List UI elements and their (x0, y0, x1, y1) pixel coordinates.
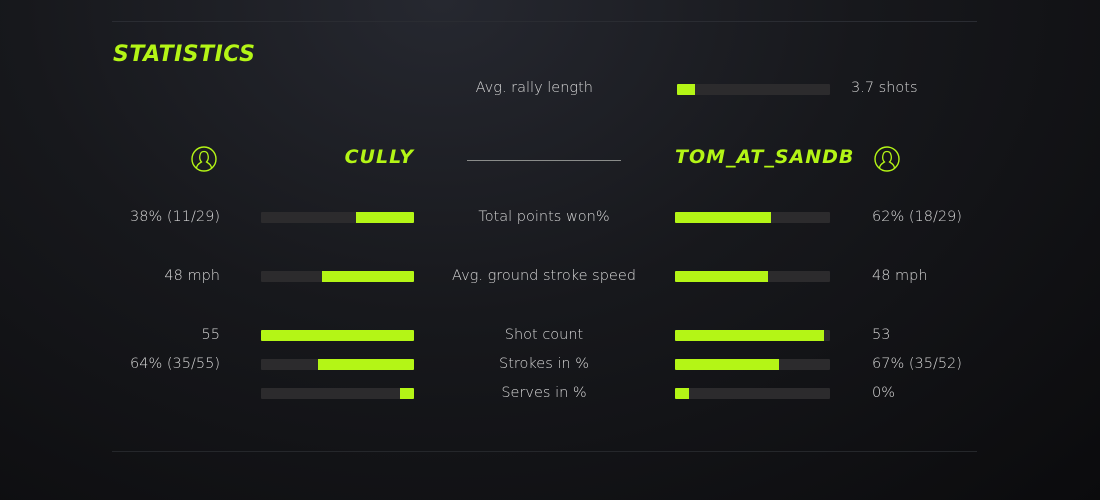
stat-left-fill (355, 212, 414, 223)
stat-right-bar (675, 359, 830, 370)
stat-right-value: 62% (18/29) (872, 209, 962, 225)
rally-label: Avg. rally length (475, 80, 593, 96)
stat-left-fill (322, 271, 414, 282)
stat-right-bar (675, 271, 830, 282)
player-right-name: TOM_AT_SANDB (675, 146, 855, 168)
stat-left-bar (261, 212, 414, 223)
stat-right-value: 67% (35/52) (872, 356, 962, 372)
stat-left-bar (261, 388, 414, 399)
stat-left-bar (261, 271, 414, 282)
stat-left-value: 64% (35/55) (130, 356, 220, 372)
stat-right-bar (675, 212, 830, 223)
top-divider (112, 21, 977, 22)
bottom-divider (112, 451, 977, 452)
stat-right-value: 0% (872, 385, 896, 401)
stat-label: Strokes in % (499, 356, 589, 372)
stat-left-bar (261, 359, 414, 370)
stat-right-bar (675, 330, 830, 341)
user-circle-icon (874, 146, 900, 172)
stat-label: Serves in % (501, 385, 587, 401)
stat-left-value: 38% (11/29) (130, 209, 220, 225)
stat-right-value: 48 mph (872, 268, 928, 284)
stat-label: Total points won% (478, 209, 610, 225)
stat-left-bar (261, 330, 414, 341)
stat-right-fill (675, 388, 689, 399)
stat-right-fill (675, 212, 772, 223)
stat-right-fill (675, 330, 824, 341)
stat-left-fill (261, 330, 414, 341)
player-left-name: CULLY (344, 146, 414, 168)
rally-value: 3.7 shots (851, 80, 918, 96)
stat-label: Avg. ground stroke speed (452, 268, 636, 284)
stat-right-value: 53 (872, 327, 891, 343)
user-circle-icon (191, 146, 217, 172)
stat-label: Shot count (504, 327, 584, 343)
stat-right-fill (675, 359, 779, 370)
vs-divider (467, 160, 621, 161)
rally-bar (677, 84, 830, 95)
stat-right-bar (675, 388, 830, 399)
stat-right-fill (675, 271, 768, 282)
page-title: STATISTICS (113, 42, 256, 67)
stat-left-value: 55 (201, 327, 220, 343)
stat-left-fill (400, 388, 414, 399)
stat-left-fill (317, 359, 414, 370)
stat-left-value: 48 mph (164, 268, 220, 284)
